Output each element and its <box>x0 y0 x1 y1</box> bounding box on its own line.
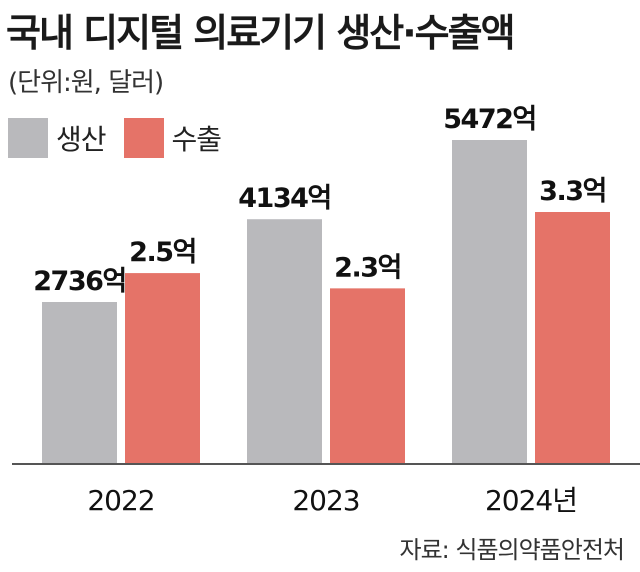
data-label-production-2: 5472억 <box>443 104 536 135</box>
bar-production-0 <box>42 302 117 464</box>
x-tick-label-0: 2022 <box>87 484 154 517</box>
legend-label-production: 생산 <box>56 123 107 156</box>
data-label-production-0: 2736억 <box>33 266 126 297</box>
legend-swatch-production <box>8 118 48 158</box>
bar-production-1 <box>247 219 322 464</box>
legend-item-production: 생산 <box>8 118 107 158</box>
data-label-export-2: 3.3억 <box>539 176 606 207</box>
data-label-export-1: 2.3억 <box>334 252 401 283</box>
data-label-export-0: 2.5억 <box>129 237 196 268</box>
bar-export-1 <box>330 288 405 464</box>
legend-item-export: 수출 <box>123 118 223 158</box>
x-tick-label-2: 2024년 <box>485 484 577 517</box>
bar-export-0 <box>125 273 200 464</box>
bar-export-2 <box>535 212 610 464</box>
legend: 생산 수출 <box>8 118 239 158</box>
x-tick-label-1: 2023 <box>292 484 359 517</box>
legend-label-export: 수출 <box>171 123 223 156</box>
legend-swatch-export <box>123 118 164 158</box>
unit-label: (단위:원, 달러) <box>8 68 164 98</box>
source-note: 자료: 식품의약품안전처 <box>399 536 625 564</box>
data-label-production-1: 4134억 <box>238 183 331 214</box>
chart-title: 국내 디지털 의료기기 생산·수출액 <box>6 11 516 55</box>
bar-production-2 <box>452 140 527 464</box>
